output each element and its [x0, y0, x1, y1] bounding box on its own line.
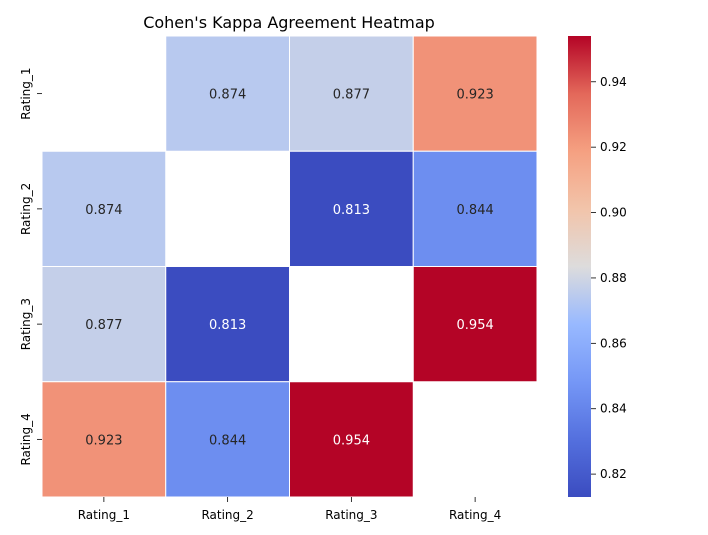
cell-value-label: 0.954	[457, 318, 494, 333]
heatmap-cell	[165, 35, 290, 152]
cell-value-label: 0.877	[333, 88, 370, 103]
cell-value-label: 0.813	[209, 318, 246, 333]
y-axis: Rating_1 Rating_2 Rating_3 Rating_4	[19, 67, 42, 466]
colorbar-tick-label: 0.88	[600, 271, 627, 285]
x-tick-label: Rating_1	[78, 508, 130, 522]
colorbar-tick-label: 0.92	[600, 140, 627, 154]
heatmap-cell	[41, 150, 167, 267]
heatmap-cell	[289, 381, 414, 498]
x-axis: Rating_1 Rating_2 Rating_3 Rating_4	[78, 497, 501, 522]
cell-value-label: 0.844	[457, 203, 494, 218]
cell-value-label: 0.877	[85, 318, 122, 333]
y-tick-label: Rating_4	[19, 413, 33, 465]
cell-value-label: 0.813	[333, 203, 370, 218]
colorbar-tick-label: 0.94	[600, 75, 627, 89]
heatmap-cell	[289, 35, 414, 152]
colorbar-tick-label: 0.84	[600, 402, 627, 416]
colorbar-gradient	[568, 36, 591, 497]
cell-value-label: 0.923	[85, 433, 122, 448]
heatmap-cell	[41, 381, 167, 498]
x-tick-label: Rating_3	[325, 508, 377, 522]
colorbar-tick-label: 0.86	[600, 336, 627, 350]
heatmap-cell	[412, 35, 538, 152]
heatmap-cell	[165, 266, 290, 383]
cell-value-label: 0.874	[85, 203, 122, 218]
heatmap-cell	[289, 150, 414, 267]
colorbar: 0.82 0.84 0.86 0.88 0.90 0.92 0.94	[568, 36, 627, 497]
heatmap-cells: 0.874 0.877 0.923 0.874 0.813 0.844 0.877 0.813…	[41, 35, 538, 498]
chart-title: Cohen's Kappa Agreement Heatmap	[143, 13, 435, 32]
cell-value-label: 0.874	[209, 88, 246, 103]
heatmap-cell	[412, 266, 538, 383]
x-tick-label: Rating_2	[201, 508, 253, 522]
cell-value-label: 0.844	[209, 433, 246, 448]
colorbar-tick-label: 0.82	[600, 467, 627, 481]
cell-value-label: 0.923	[457, 88, 494, 103]
y-tick-label: Rating_1	[19, 67, 33, 119]
heatmap-cell	[412, 150, 538, 267]
colorbar-tick-label: 0.90	[600, 206, 627, 220]
cell-value-label: 0.954	[333, 433, 370, 448]
x-tick-label: Rating_4	[449, 508, 501, 522]
y-tick-label: Rating_2	[19, 183, 33, 235]
y-tick-label: Rating_3	[19, 298, 33, 350]
